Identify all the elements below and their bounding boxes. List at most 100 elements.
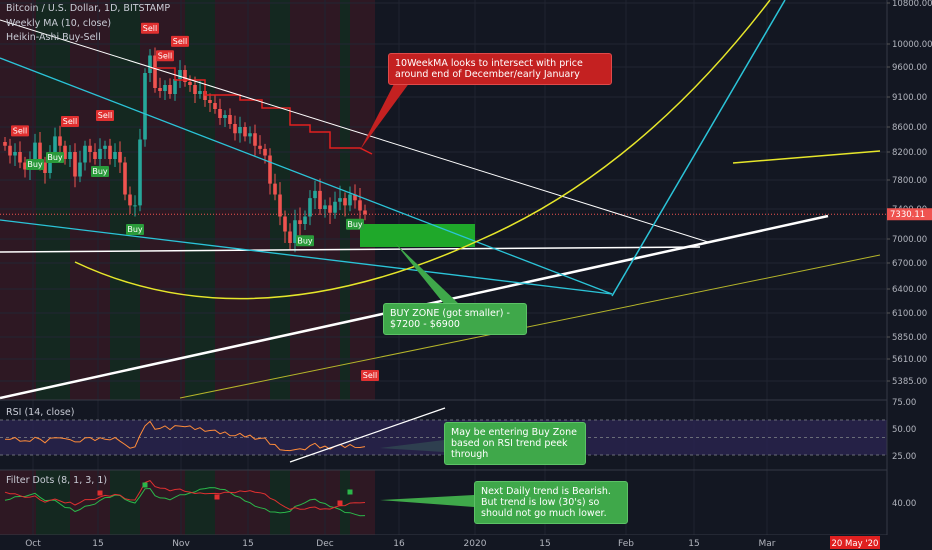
buy-signal-label: Buy: [347, 220, 363, 229]
cursor-date-tag: [830, 536, 880, 549]
candle-body: [328, 205, 332, 213]
candle-body: [98, 148, 102, 159]
time-tick-label: 16: [393, 539, 405, 549]
price-tick-label: 5385.00: [892, 377, 927, 387]
candle-body: [263, 148, 267, 156]
candle-body: [188, 82, 192, 85]
candle-body: [73, 152, 77, 177]
buy-signal-box: [26, 159, 44, 170]
candle-body: [293, 220, 297, 243]
price-tick-label: 6400.00: [892, 285, 927, 295]
weekly-ma-legend[interactable]: Weekly MA (10, close): [6, 18, 112, 29]
candle-body: [233, 124, 237, 134]
candle-body: [158, 88, 162, 91]
trend-callout: Next Daily trend is Bearish. But trend i…: [474, 481, 628, 524]
sell-signal-label: Sell: [173, 37, 187, 46]
rsi-tick-label: 25.00: [892, 452, 916, 462]
time-tick-label: Nov: [172, 539, 190, 549]
candle-body: [248, 133, 252, 137]
price-tick-label: 5850.00: [892, 333, 927, 343]
buy-signal-box: [296, 235, 314, 247]
white-downtrend-line: [0, 19, 709, 243]
time-tick-label: 15: [539, 539, 550, 549]
candle-body: [268, 155, 272, 184]
candle-body: [283, 216, 287, 232]
time-tick-label: Feb: [618, 539, 634, 549]
signal-stripe: [185, 470, 215, 535]
signal-stripe: [215, 470, 270, 535]
signal-stripe: [340, 470, 350, 535]
candle-body: [183, 70, 187, 82]
time-tick-label: 15: [242, 539, 253, 549]
price-tick-label: 9600.00: [892, 63, 927, 73]
buy-signal-box: [91, 166, 109, 177]
buy-signal-label: Buy: [92, 167, 108, 176]
candle-body: [313, 190, 317, 199]
rsi-legend[interactable]: RSI (14, close): [6, 407, 75, 418]
buy-signal-label: Buy: [27, 160, 43, 169]
time-tick-label: 15: [688, 539, 699, 549]
last-price-tag: [887, 208, 932, 221]
rsi-callout: May be entering Buy Zone based on RSI tr…: [444, 422, 586, 465]
buy-zone-callout: BUY ZONE (got smaller) - $7200 - $6900: [383, 303, 527, 335]
candle-body: [88, 145, 92, 152]
candle-body: [93, 152, 97, 159]
price-tick-label: 7000.00: [892, 235, 927, 245]
candle-body: [348, 194, 352, 206]
candle-body: [253, 133, 257, 146]
sell-signal-label: Sell: [158, 51, 172, 60]
candle-body: [228, 115, 232, 124]
time-axis-bg: [0, 535, 932, 550]
buy-signal-label: Buy: [297, 236, 313, 245]
candle-body: [198, 91, 202, 94]
candle-body: [168, 85, 172, 94]
ma-callout: 10WeekMA looks to intersect with price a…: [388, 53, 612, 85]
candle-body: [178, 70, 182, 79]
candle-body: [118, 152, 122, 163]
sell-signal-box: [61, 116, 79, 127]
rsi-tick-label: 50.00: [892, 425, 916, 435]
candle-body: [363, 210, 367, 215]
sell-signal-box: [96, 110, 114, 121]
filter-dot: [214, 494, 220, 500]
buy-signal-box: [46, 152, 64, 163]
time-tick-label: 15: [92, 539, 103, 549]
candle-body: [243, 127, 247, 137]
filter-red-line: [4, 480, 366, 510]
price-tick-label: 6700.00: [892, 259, 927, 269]
rsi-pane: [0, 407, 887, 463]
candle-body: [318, 190, 322, 209]
candle-body: [133, 205, 137, 207]
candle-body: [123, 162, 127, 195]
filter-dots-pane: [4, 480, 366, 517]
candle-body: [358, 200, 362, 211]
heikin-ashi-legend[interactable]: Heikin-Ashi Buy-Sell: [6, 32, 101, 43]
price-tick-label: 10800.00: [892, 0, 932, 9]
candle-body: [288, 231, 292, 243]
filter-dots-legend[interactable]: Filter Dots (8, 1, 3, 1): [6, 475, 108, 486]
signal-stripe: [70, 470, 110, 535]
sell-signal-label: Sell: [13, 126, 27, 135]
price-tick-label: 8200.00: [892, 148, 927, 158]
candle-body: [8, 145, 12, 156]
signal-stripe: [270, 470, 290, 535]
candle-body: [208, 100, 212, 103]
time-tick-label: Oct: [25, 539, 41, 549]
filter-dot: [347, 489, 353, 495]
buy-signal-box: [126, 224, 144, 235]
time-tick-label: Dec: [316, 539, 333, 549]
candle-body: [83, 145, 87, 163]
last-price-label: 7330.11: [890, 210, 925, 220]
price-axis-bg: [887, 0, 932, 535]
candle-body: [23, 162, 27, 170]
yellow-parabola: [74, 0, 771, 300]
candle-body: [53, 136, 57, 152]
candle-body: [68, 152, 72, 159]
price-tick-label: 5610.00: [892, 355, 927, 365]
trend-callout-pointer: [380, 495, 474, 507]
sell-signal-box: [361, 370, 379, 381]
candle-body: [298, 220, 302, 224]
